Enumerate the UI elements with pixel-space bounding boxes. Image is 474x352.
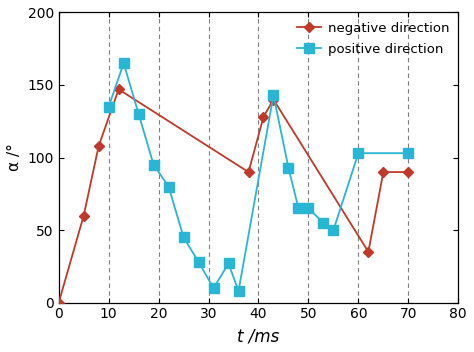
- negative direction: [381, 170, 386, 174]
- negative direction: [365, 250, 371, 254]
- X-axis label: t /ms: t /ms: [237, 327, 280, 345]
- positive direction: [236, 289, 241, 293]
- positive direction: [136, 112, 141, 116]
- positive direction: [121, 61, 127, 65]
- positive direction: [320, 221, 326, 225]
- negative direction: [405, 170, 411, 174]
- positive direction: [181, 235, 186, 239]
- Legend: negative direction, positive direction: negative direction, positive direction: [294, 19, 452, 58]
- positive direction: [151, 163, 156, 167]
- positive direction: [196, 260, 201, 264]
- positive direction: [296, 206, 301, 210]
- Y-axis label: α /°: α /°: [7, 144, 22, 171]
- positive direction: [106, 105, 111, 109]
- positive direction: [405, 151, 411, 155]
- positive direction: [286, 165, 292, 170]
- positive direction: [211, 286, 217, 290]
- positive direction: [306, 206, 311, 210]
- Line: positive direction: positive direction: [104, 59, 413, 296]
- Line: negative direction: negative direction: [55, 86, 412, 307]
- negative direction: [261, 115, 266, 119]
- positive direction: [226, 261, 231, 265]
- negative direction: [81, 213, 87, 218]
- positive direction: [271, 93, 276, 97]
- positive direction: [166, 184, 172, 189]
- positive direction: [356, 151, 361, 155]
- positive direction: [330, 228, 336, 232]
- negative direction: [96, 144, 101, 148]
- negative direction: [271, 98, 276, 102]
- negative direction: [246, 170, 251, 174]
- negative direction: [116, 87, 121, 92]
- negative direction: [56, 301, 62, 305]
